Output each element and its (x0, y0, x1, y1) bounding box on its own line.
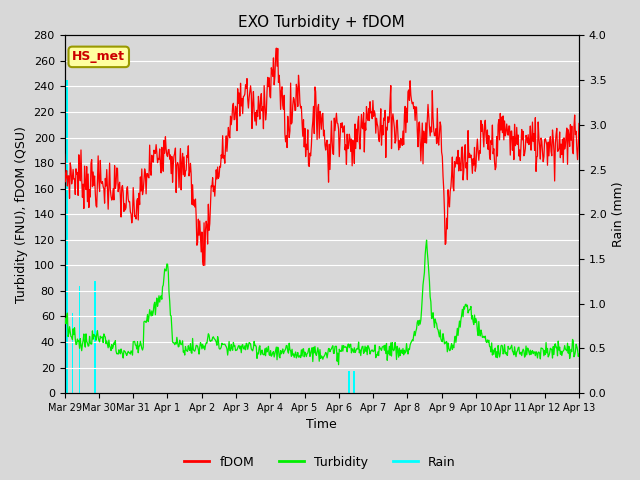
Y-axis label: Rain (mm): Rain (mm) (612, 181, 625, 247)
Y-axis label: Turbidity (FNU), fDOM (QSU): Turbidity (FNU), fDOM (QSU) (15, 126, 28, 303)
Legend: fDOM, Turbidity, Rain: fDOM, Turbidity, Rain (179, 451, 461, 474)
Text: HS_met: HS_met (72, 50, 125, 63)
X-axis label: Time: Time (307, 419, 337, 432)
Title: EXO Turbidity + fDOM: EXO Turbidity + fDOM (238, 15, 405, 30)
